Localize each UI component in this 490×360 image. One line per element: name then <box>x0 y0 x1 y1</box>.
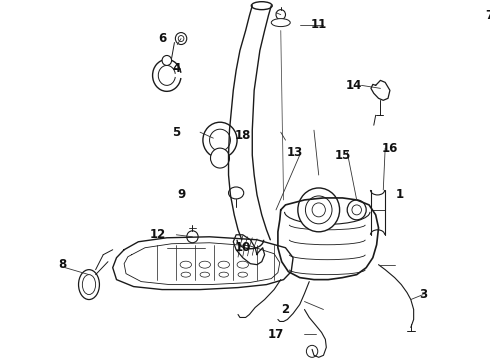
Circle shape <box>210 129 230 151</box>
Text: 9: 9 <box>177 188 185 202</box>
Text: 17: 17 <box>268 328 284 341</box>
Text: 12: 12 <box>149 228 166 241</box>
Text: 2: 2 <box>281 303 290 316</box>
Text: 1: 1 <box>395 188 403 202</box>
Circle shape <box>298 188 340 232</box>
Circle shape <box>276 10 286 20</box>
Ellipse shape <box>219 272 228 277</box>
Circle shape <box>312 203 325 217</box>
Text: 10: 10 <box>235 241 251 254</box>
Text: 13: 13 <box>287 145 303 159</box>
Circle shape <box>347 200 366 220</box>
Text: 4: 4 <box>172 62 180 75</box>
Ellipse shape <box>238 272 247 277</box>
Circle shape <box>305 196 332 224</box>
Ellipse shape <box>180 261 192 268</box>
Circle shape <box>203 122 237 158</box>
Text: 14: 14 <box>345 79 362 92</box>
Circle shape <box>187 231 198 243</box>
Ellipse shape <box>82 275 96 294</box>
Text: 7: 7 <box>486 9 490 22</box>
Text: 16: 16 <box>382 141 398 155</box>
Ellipse shape <box>251 2 272 10</box>
Circle shape <box>306 345 318 357</box>
Circle shape <box>178 36 184 41</box>
Text: 5: 5 <box>172 126 180 139</box>
Circle shape <box>175 32 187 45</box>
Ellipse shape <box>78 270 99 300</box>
Text: 8: 8 <box>58 258 67 271</box>
Ellipse shape <box>218 261 229 268</box>
Text: 11: 11 <box>311 18 327 31</box>
Circle shape <box>211 148 229 168</box>
Ellipse shape <box>200 272 210 277</box>
Text: 18: 18 <box>235 129 251 142</box>
Ellipse shape <box>181 272 191 277</box>
Text: 6: 6 <box>158 32 166 45</box>
Ellipse shape <box>199 261 211 268</box>
Circle shape <box>352 205 362 215</box>
Text: 3: 3 <box>419 288 427 301</box>
Text: 15: 15 <box>334 149 351 162</box>
Ellipse shape <box>237 261 248 268</box>
Ellipse shape <box>271 19 290 27</box>
Ellipse shape <box>228 187 244 199</box>
Circle shape <box>162 55 171 66</box>
